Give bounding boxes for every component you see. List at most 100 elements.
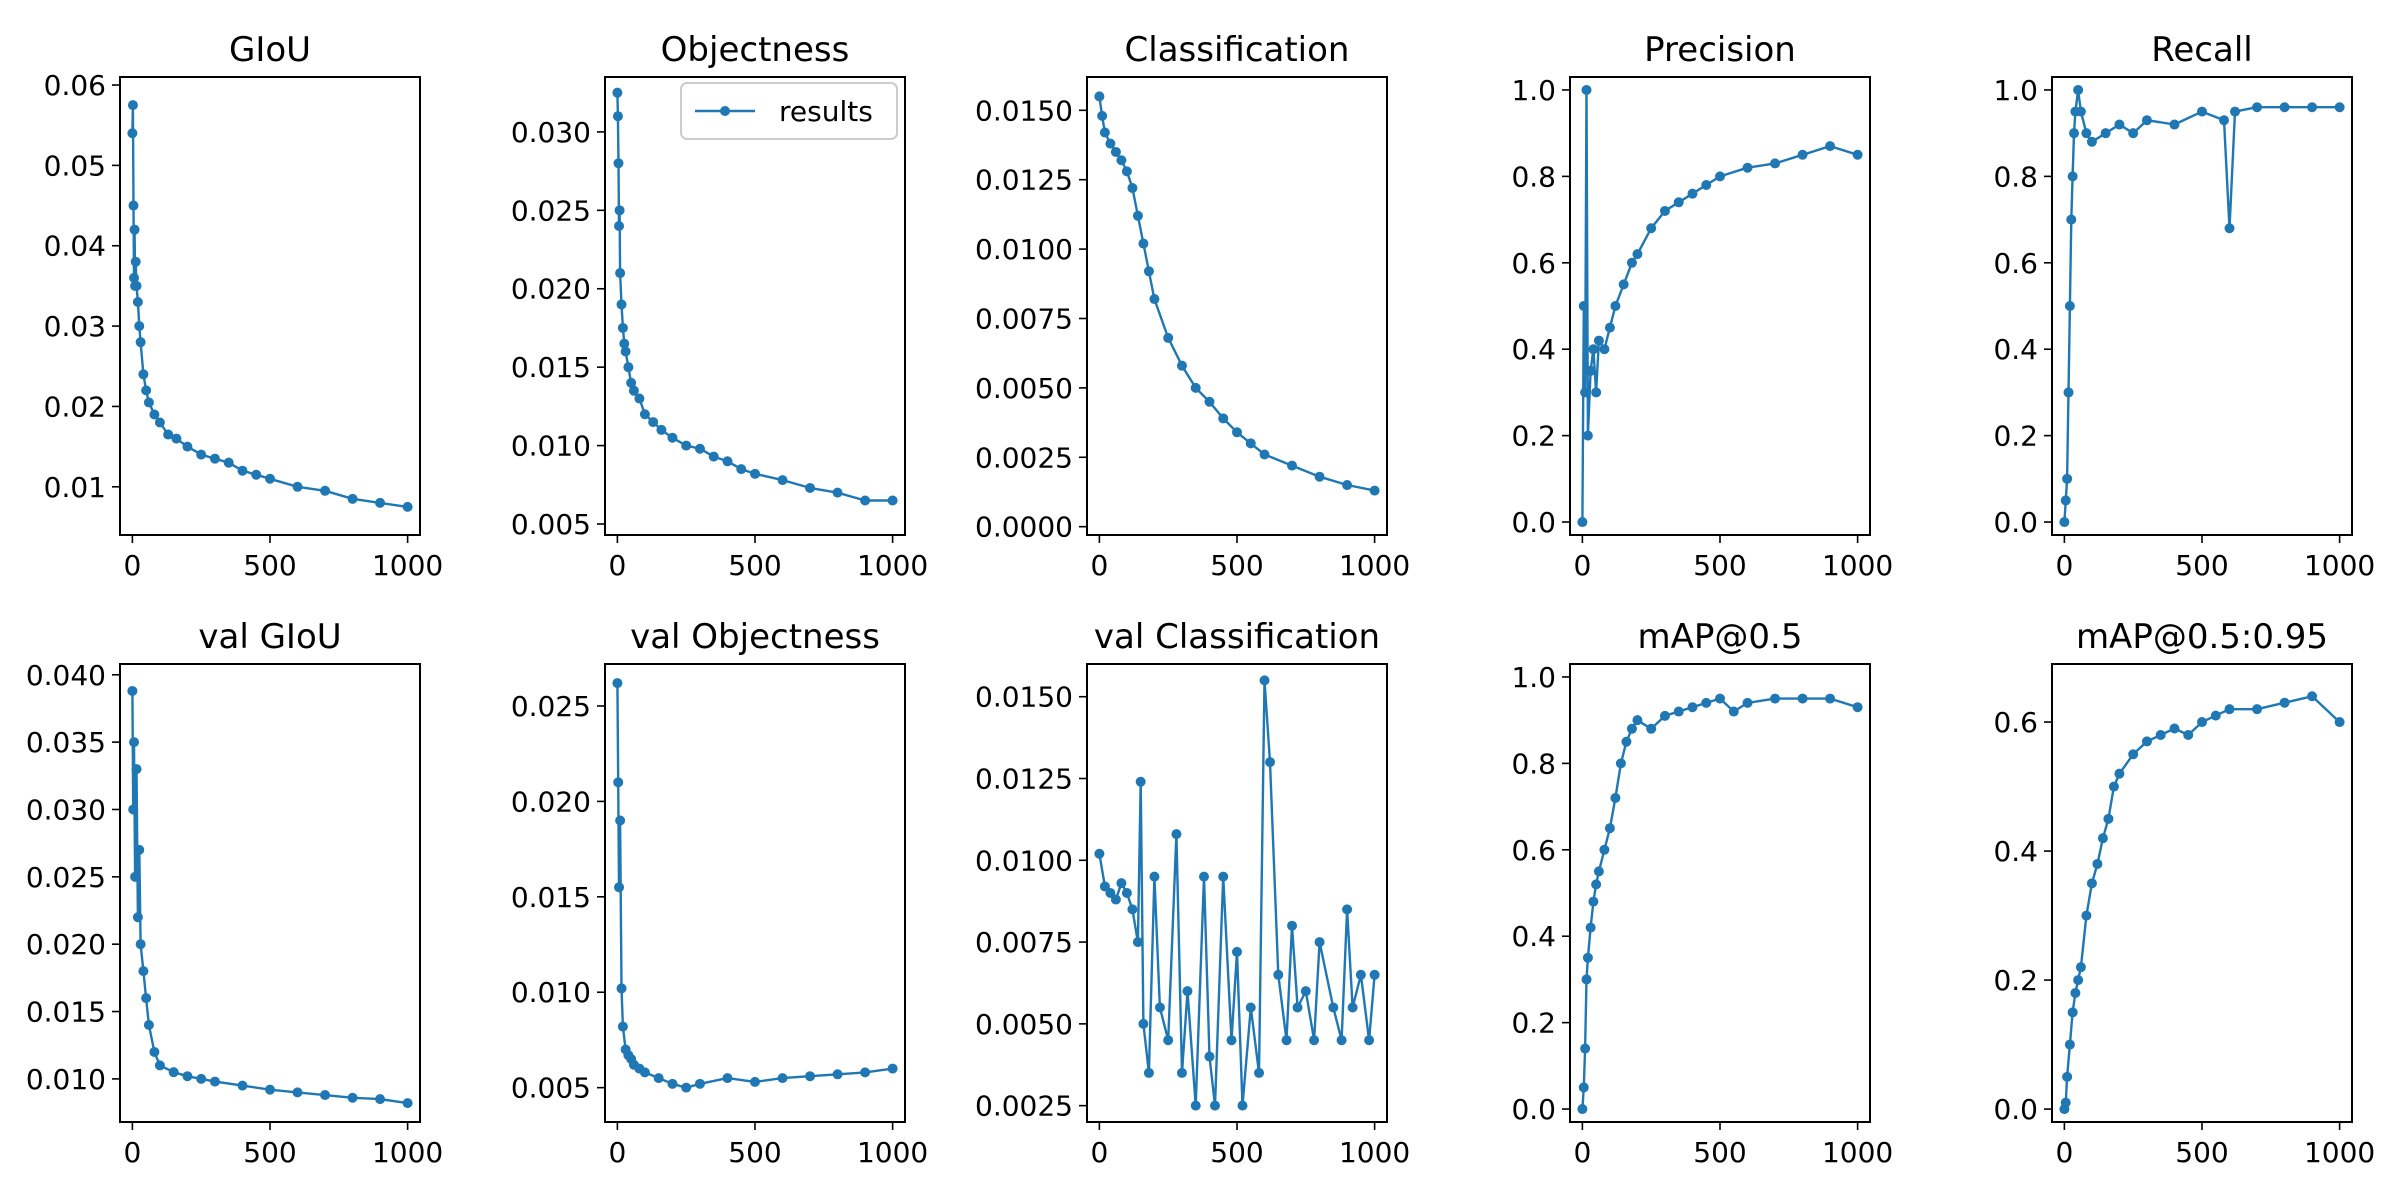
data-point [653, 1073, 664, 1084]
y-tick-label: 0.005 [511, 508, 591, 541]
data-point [1577, 517, 1588, 528]
data-point [617, 322, 628, 333]
y-tick-label: 0.025 [511, 690, 591, 723]
x-tick-label: 0 [1090, 549, 1108, 582]
x-tick-label: 500 [1693, 549, 1746, 582]
data-point [1176, 360, 1187, 371]
x-tick-label: 0 [608, 1136, 626, 1169]
data-point [1232, 427, 1242, 438]
data-point [1287, 460, 1298, 471]
subplot-4: Recall 0 500 1000 0.0 0.2 0.4 0.6 0.8 1.0 [1993, 30, 2375, 582]
data-point [163, 429, 174, 440]
chart-title: Precision [1644, 30, 1796, 70]
data-point [154, 417, 165, 428]
data-point [2155, 729, 2166, 740]
data-point [2128, 749, 2139, 760]
data-point [2075, 962, 2086, 973]
y-tick-label: 1.0 [1511, 74, 1556, 107]
data-point [616, 983, 627, 994]
y-tick-label: 0.005 [511, 1072, 591, 1105]
data-point [2230, 106, 2241, 117]
y-tick-label: 0.025 [511, 194, 591, 227]
data-point [777, 475, 788, 486]
data-point [135, 939, 146, 950]
y-tick-label: 0.6 [1993, 706, 2038, 739]
data-point [143, 397, 154, 408]
data-point [1728, 706, 1739, 717]
data-point [1121, 888, 1132, 898]
subplot-3: Precision 0 500 1000 0.0 0.2 0.4 0.6 0.8 1.0 [1511, 30, 1893, 582]
data-point [1615, 758, 1626, 769]
data-point [1163, 1035, 1174, 1046]
axes-frame [1086, 663, 1388, 1123]
data-point [1094, 91, 1105, 102]
data-point [736, 464, 747, 475]
data-point [1132, 210, 1143, 221]
data-point [1585, 922, 1596, 933]
data-point [639, 1067, 650, 1078]
data-point [1742, 162, 1753, 173]
data-point [614, 882, 625, 893]
y-tick-label: 0.0125 [975, 164, 1073, 197]
x-tick-label: 1000 [1822, 1136, 1893, 1169]
x-tick-label: 0 [608, 549, 626, 582]
x-tick-label: 0 [123, 1136, 141, 1169]
subplot-8: mAP@0.5 0 500 1000 0.0 0.2 0.4 0.6 0.8 1.0 [1511, 617, 1893, 1169]
data-point [1687, 188, 1698, 199]
data-point [2197, 106, 2207, 117]
data-point [1797, 149, 1808, 160]
y-tick-label: 0.010 [26, 1063, 106, 1096]
data-point [1632, 715, 1643, 726]
data-point [1314, 937, 1325, 948]
data-point [1742, 697, 1753, 708]
y-tick-label: 0.4 [1993, 835, 2038, 868]
data-point [2334, 717, 2345, 728]
data-point [128, 200, 139, 211]
x-tick-label: 500 [243, 1136, 296, 1169]
x-tick-label: 1000 [1339, 549, 1410, 582]
data-point [1149, 294, 1160, 305]
data-point [1198, 871, 1209, 882]
data-point [1578, 1082, 1589, 1093]
y-tick-label: 0.8 [1511, 160, 1556, 193]
data-point [1673, 706, 1684, 717]
data-point [1149, 871, 1160, 882]
data-point [1116, 155, 1127, 166]
data-point [860, 495, 871, 506]
data-point [805, 1071, 816, 1082]
data-point [402, 1098, 413, 1109]
y-tick-label: 0.2 [1511, 420, 1556, 453]
y-tick-label: 0.0150 [975, 94, 1073, 127]
y-tick-label: 0.05 [44, 149, 106, 182]
x-tick-label: 0 [1090, 1136, 1108, 1169]
axes-frame [2051, 663, 2353, 1123]
data-point [1593, 866, 1604, 877]
data-point [320, 485, 331, 496]
data-point [1610, 792, 1621, 803]
data-point [138, 369, 149, 380]
data-point [1281, 1035, 1292, 1046]
y-tick-label: 0.020 [26, 928, 106, 961]
data-point [237, 465, 248, 476]
y-tick-label: 0.03 [44, 310, 106, 343]
data-point [615, 815, 626, 826]
data-point [1580, 1043, 1591, 1054]
data-point [2103, 813, 2114, 824]
data-point [2307, 691, 2318, 702]
data-point [1292, 1002, 1303, 1013]
data-point [1621, 736, 1632, 747]
data-point [1121, 166, 1132, 177]
data-point [613, 158, 624, 169]
data-point [134, 844, 145, 855]
y-tick-label: 0.2 [1993, 964, 2038, 997]
x-tick-label: 500 [243, 549, 296, 582]
y-tick-label: 0.015 [511, 351, 591, 384]
data-point [2141, 115, 2152, 126]
y-tick-label: 1.0 [1993, 74, 2038, 107]
data-point [777, 1073, 788, 1084]
data-point [623, 362, 634, 373]
data-point [129, 224, 140, 235]
data-point [2069, 128, 2080, 139]
chart-title: val GIoU [198, 617, 341, 657]
